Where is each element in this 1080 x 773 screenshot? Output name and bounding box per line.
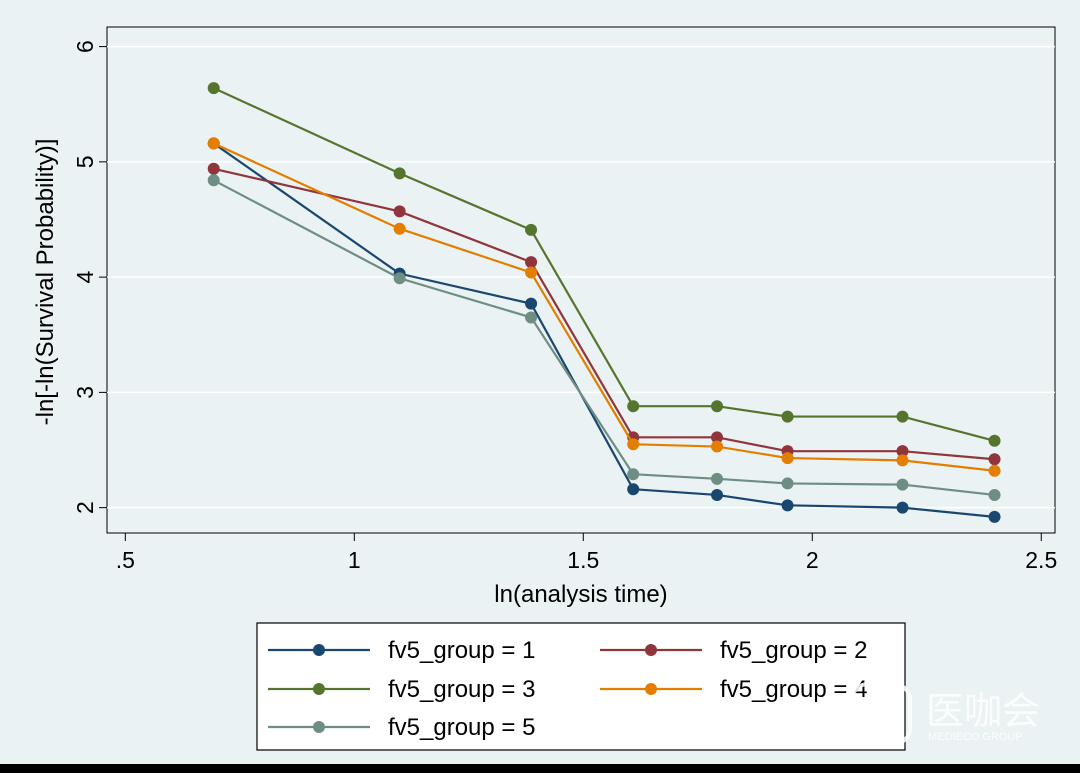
y-tick-label-2: 2 bbox=[72, 501, 98, 514]
legend-swatch-marker bbox=[313, 721, 325, 733]
series-5-point-8 bbox=[988, 488, 1001, 501]
legend-label: fv5_group = 3 bbox=[388, 676, 535, 703]
legend-item-4: fv5_group = 4 bbox=[600, 676, 867, 703]
axes bbox=[99, 46, 1042, 541]
series-3-point-1 bbox=[207, 82, 220, 95]
series-line-2 bbox=[213, 167, 995, 461]
series-line-5 bbox=[213, 179, 995, 497]
series-3-point-2 bbox=[393, 167, 406, 180]
series-5-point-2 bbox=[393, 272, 406, 285]
series-4-point-7 bbox=[896, 454, 909, 467]
series-5-point-7 bbox=[896, 478, 909, 491]
series-2-point-8 bbox=[988, 453, 1001, 466]
x-tick-label-1: 1 bbox=[348, 547, 361, 573]
x-tick-label-1.5: 1.5 bbox=[567, 547, 599, 573]
legend-swatch-marker bbox=[313, 683, 325, 695]
y-tick-label-3: 3 bbox=[72, 386, 98, 399]
legend-item-5: fv5_group = 5 bbox=[268, 714, 535, 741]
watermark-logo-icon bbox=[850, 682, 912, 746]
series-1-point-7 bbox=[896, 501, 909, 514]
legend-item-2: fv5_group = 2 bbox=[600, 637, 867, 664]
y-tick-label-5: 5 bbox=[72, 155, 98, 168]
legend-label: fv5_group = 1 bbox=[388, 637, 535, 664]
y-axis-title: -ln[-ln(Survival Probability)] bbox=[32, 139, 59, 426]
series-1 bbox=[207, 137, 1001, 523]
series-2-point-7 bbox=[896, 445, 909, 458]
x-tick-label-2: 2 bbox=[806, 547, 819, 573]
series-5-point-6 bbox=[781, 477, 794, 490]
series-4-point-1 bbox=[207, 137, 220, 150]
series-3-point-8 bbox=[988, 434, 1001, 447]
series-4-point-2 bbox=[393, 222, 406, 235]
legend-item-1: fv5_group = 1 bbox=[268, 637, 535, 664]
x-tick-label-0.5: .5 bbox=[116, 547, 135, 573]
tick-labels: 2 3 4 5 6 .5 1 1.5 2 2.5 bbox=[72, 40, 1057, 573]
series-2-point-5 bbox=[711, 431, 724, 444]
series-4-point-4 bbox=[627, 438, 640, 451]
series-1-point-6 bbox=[781, 499, 794, 512]
series-3-point-6 bbox=[781, 410, 794, 423]
legend-swatch-marker bbox=[645, 644, 657, 656]
series-3 bbox=[207, 82, 1001, 447]
series-2-point-3 bbox=[525, 256, 538, 269]
series-2-point-2 bbox=[393, 205, 406, 218]
series-1-point-5 bbox=[711, 488, 724, 501]
series-3-point-3 bbox=[525, 223, 538, 236]
series-line-4 bbox=[213, 142, 995, 472]
series-5-point-3 bbox=[525, 311, 538, 324]
series-5 bbox=[207, 174, 1001, 501]
legend-swatch-marker bbox=[313, 644, 325, 656]
watermark-subtext: MEDIECO GROUP bbox=[928, 731, 1023, 743]
legend-label: fv5_group = 2 bbox=[720, 637, 867, 664]
series-4-point-5 bbox=[711, 440, 724, 453]
bottom-bar bbox=[0, 764, 1080, 773]
legend-label: fv5_group = 5 bbox=[388, 714, 535, 741]
series-line-3 bbox=[213, 87, 995, 442]
watermark-text: 医咖会 bbox=[926, 691, 1040, 733]
series-3-point-4 bbox=[627, 400, 640, 413]
legend-box bbox=[256, 622, 906, 751]
y-tick-label-4: 4 bbox=[72, 271, 98, 284]
series-2-point-1 bbox=[207, 162, 220, 175]
series-1-point-3 bbox=[525, 297, 538, 310]
series-3-point-5 bbox=[711, 400, 724, 413]
legend-swatch-marker bbox=[645, 683, 657, 695]
series-5-point-1 bbox=[207, 174, 220, 187]
series-5-point-5 bbox=[711, 472, 724, 485]
series-4-point-8 bbox=[988, 464, 1001, 477]
series-line-1 bbox=[213, 142, 995, 518]
x-axis-title: ln(analysis time) bbox=[494, 581, 667, 608]
series-5-point-4 bbox=[627, 468, 640, 481]
legend-label: fv5_group = 4 bbox=[720, 676, 867, 703]
series-4-point-6 bbox=[781, 452, 794, 465]
legend-item-3: fv5_group = 3 bbox=[268, 676, 535, 703]
plot-area bbox=[106, 26, 1056, 534]
legend: fv5_group = 1 fv5_group = 2 fv5_group = 3 f… bbox=[256, 622, 906, 751]
series-4-point-3 bbox=[525, 266, 538, 279]
series-1-point-4 bbox=[627, 483, 640, 496]
series-4 bbox=[207, 137, 1001, 477]
x-tick-label-2.5: 2.5 bbox=[1025, 547, 1057, 573]
y-tick-label-6: 6 bbox=[72, 40, 98, 53]
series-1-point-8 bbox=[988, 510, 1001, 523]
series-3-point-7 bbox=[896, 410, 909, 423]
watermark: 医咖会 MEDIECO GROUP bbox=[850, 682, 1040, 746]
series-layer bbox=[207, 82, 1001, 523]
watermark-logo-inner bbox=[865, 698, 897, 730]
